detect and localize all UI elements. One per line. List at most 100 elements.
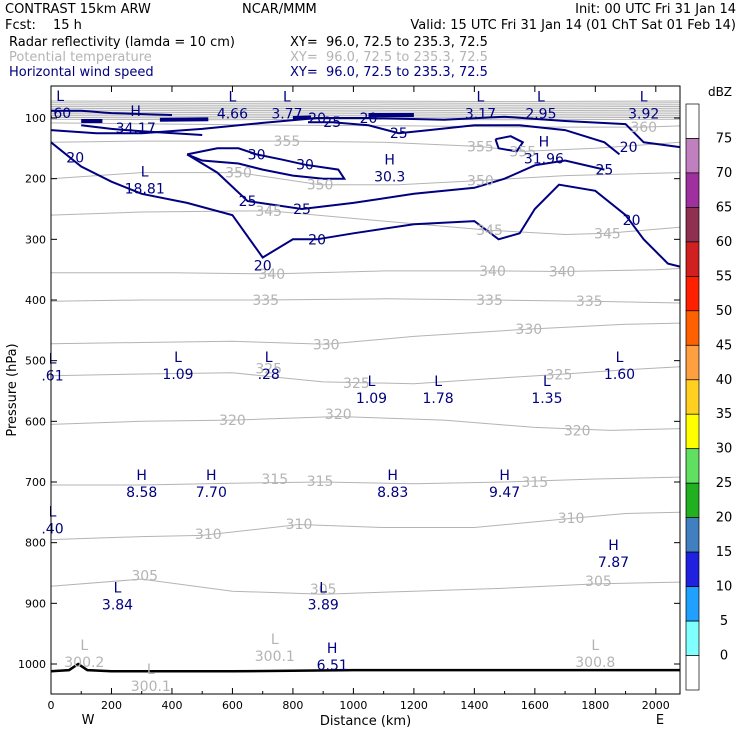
- colorbar-label: 10: [716, 580, 733, 595]
- colorbar-label: 75: [716, 132, 733, 147]
- colorbar-swatch: [685, 172, 700, 208]
- wind-extremum-marker: L: [434, 374, 442, 390]
- colorbar-label: 60: [716, 235, 733, 250]
- wind-extremum-marker: L: [640, 90, 648, 106]
- wind-extremum-value: 1.60: [604, 367, 635, 383]
- x-tick-label: 2000: [642, 699, 670, 712]
- colorbar-label: 50: [716, 304, 733, 319]
- wind-contour-20: [50, 115, 681, 149]
- colorbar-label: 25: [716, 476, 733, 491]
- theta-contour-label: 305: [131, 568, 158, 584]
- wind-extremum-marker: L: [537, 90, 545, 106]
- wind-contour-label: 20: [308, 232, 326, 248]
- colorbar-swatch: [685, 620, 700, 656]
- x-tick-label: 400: [161, 699, 182, 712]
- theta-contour-label: 335: [576, 294, 603, 310]
- y-tick-label: 700: [25, 476, 46, 489]
- y-tick-label: 100: [25, 112, 46, 125]
- wind-contour-label: 25: [390, 126, 408, 142]
- theta-contour-345: [50, 210, 681, 236]
- theta-contour-label: 305: [585, 574, 612, 590]
- init-time: Init: 00 UTC Fri 31 Jan 14: [575, 2, 736, 17]
- terrain: [50, 662, 680, 673]
- theta-contour-upper: [50, 111, 681, 114]
- theta-contour-label: 310: [558, 511, 585, 527]
- wind-extremum-marker: H: [130, 104, 141, 120]
- wind-contour-label: 20: [308, 111, 326, 127]
- fcst-label: Fcst:: [5, 18, 36, 33]
- theta-contour-label: 340: [479, 264, 506, 280]
- colorbar-label: 30: [716, 442, 733, 457]
- theta-contour-label: 320: [325, 407, 352, 423]
- wind-extremum-value: .60: [49, 106, 71, 122]
- wind-extremum-value: 8.58: [126, 485, 157, 501]
- x-tick-label: 1400: [460, 699, 488, 712]
- wind-extremum-marker: L: [174, 350, 182, 366]
- theta-extremum-marker: L: [147, 662, 155, 678]
- y-tick-label: 300: [25, 233, 46, 246]
- wind-extremum-marker: L: [283, 90, 291, 106]
- theta-contour-upper: [50, 100, 681, 103]
- theta-contour-335: [50, 298, 681, 304]
- wind-contour-label: 25: [293, 202, 311, 218]
- y-axis-title: Pressure (hPa): [5, 343, 20, 436]
- theta-contour-label: 335: [252, 293, 279, 309]
- wind-extremum-value: 3.92: [628, 107, 659, 123]
- terrain-line: [50, 662, 680, 673]
- colorbar-unit: dBZ: [708, 85, 732, 99]
- wind-extremum-value: .40: [41, 522, 63, 538]
- wind-jet-core: [159, 117, 209, 122]
- theta-extremum-value: 300.8: [575, 655, 615, 671]
- theta-extremum-value: 300.2: [64, 655, 104, 671]
- wind-extremum-marker: L: [56, 89, 64, 105]
- y-tick-label: 900: [25, 597, 46, 610]
- theta-contour-310: [50, 511, 681, 541]
- wind-contour-label: 25: [323, 115, 341, 131]
- wind-extremum-value: 8.83: [377, 485, 408, 501]
- colorbar-label: 55: [716, 269, 733, 284]
- wind-extremum-marker: H: [539, 134, 550, 150]
- wind-contour-30: [494, 135, 525, 153]
- colorbar-label: 0: [720, 649, 728, 664]
- x-tick-label: 200: [101, 699, 122, 712]
- colorbar-swatch: [685, 344, 700, 381]
- theta-contour-label: 305: [310, 582, 337, 598]
- wind-extremum-value: 1.09: [162, 367, 193, 383]
- wind-contour-label: 25: [239, 194, 257, 210]
- wind-extremum-value: 3.84: [102, 597, 133, 613]
- wind-extremum-value: 1.09: [356, 391, 387, 407]
- theta-contour-315: [51, 476, 681, 486]
- wind-jet-core: [292, 115, 312, 120]
- theta-contour-325: [50, 366, 681, 385]
- wind-extremum-marker: H: [136, 468, 147, 484]
- colorbar-swatch: [685, 103, 700, 139]
- theta-contour-upper: [50, 102, 681, 104]
- theta-contour-label: 355: [274, 134, 301, 150]
- wind-contour-label: 20: [66, 150, 84, 166]
- colorbar-label: 70: [716, 166, 733, 181]
- wind-contour-20: [50, 141, 681, 268]
- colorbar-swatch: [685, 379, 700, 415]
- valid-time: Valid: 15 UTC Fri 31 Jan 14 (01 ChT Sat …: [410, 18, 736, 33]
- wind-extremum-value: 7.70: [196, 485, 227, 501]
- wind-extremum-marker: L: [114, 580, 122, 596]
- wind-extremum-value: 30.3: [374, 170, 405, 186]
- theta-contour-label: 330: [515, 322, 542, 338]
- theta-contour-label: 345: [255, 204, 282, 220]
- field-wind-xy: XY= 96.0, 72.5 to 235.3, 72.5: [290, 65, 488, 80]
- colorbar-swatch: [685, 413, 700, 450]
- colorbar-label: 40: [716, 373, 733, 388]
- wind-extremum-value: 9.47: [489, 485, 520, 501]
- theta-contour-330: [50, 322, 681, 345]
- plot-border: [50, 85, 681, 695]
- colorbar-swatch: [685, 655, 700, 691]
- x-tick-label: 0: [48, 699, 55, 712]
- colorbar-label: 5: [720, 614, 728, 629]
- theta-contour-label: 315: [261, 472, 288, 488]
- field-reflectivity-name: Radar reflectivity (lamda = 10 cm): [9, 35, 235, 50]
- colorbar-swatch: [685, 138, 700, 174]
- wind-extremum-marker: H: [206, 468, 217, 484]
- x-tick-label: 1200: [400, 699, 428, 712]
